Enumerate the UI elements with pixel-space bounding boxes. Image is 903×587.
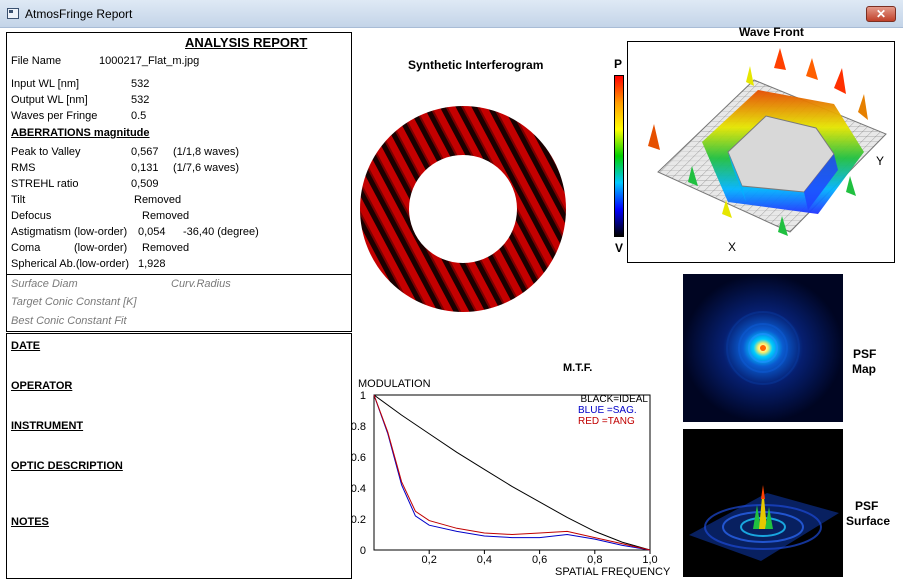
strehl-value: 0,509 [131,178,159,190]
spherical-value: 1,928 [138,258,166,270]
legend-tang: RED =TANG [578,416,635,427]
rms-value: 0,131 [131,162,159,174]
app-icon [7,8,19,19]
analysis-report-panel: ANALYSIS REPORT File Name 1000217_Flat_m… [6,32,352,332]
waves-per-fringe-value: 0.5 [131,110,147,122]
psf-surface-image [683,429,843,577]
rms-label: RMS [11,162,36,174]
notes-panel: DATE OPERATOR INSTRUMENT OPTIC DESCRIPTI… [6,333,352,579]
mtf-y-tick-label: 0.2 [351,514,366,526]
window-title: AtmosFringe Report [25,7,133,21]
mtf-y-tick-label: 0 [360,545,366,557]
mtf-y-tick-label: 1 [360,390,366,402]
close-button[interactable]: ✕ [866,6,896,22]
file-name-value: 1000217_Flat_m.jpg [99,55,200,67]
title-bar: AtmosFringe Report ✕ [0,0,903,28]
strehl-label: STREHL ratio [11,178,79,190]
wavefront-plot: X Y [627,41,895,263]
psf-map-label-1: PSF [853,347,877,361]
tilt-value: Removed [134,194,182,206]
legend-sag: BLUE =SAG. [578,405,637,416]
mtf-x-tick-label: 0,4 [477,554,492,566]
curv-radius-label: Curv.Radius [171,278,231,290]
astigmatism-label: Astigmatism (low-order) [11,226,128,238]
mtf-x-tick-label: 0,8 [587,554,602,566]
file-name-label: File Name [11,55,62,67]
wavefront-y-label: Y [876,154,885,168]
legend-ideal: BLACK=IDEAL [580,394,648,405]
spherical-label: Spherical Ab.(low-order) [11,258,129,270]
input-wl-value: 532 [131,78,150,90]
mtf-x-tick-label: 0,6 [532,554,547,566]
waves-per-fringe-label: Waves per Fringe [11,110,98,122]
mtf-series-sag [373,394,651,551]
mtf-chart: 0 0.2 0.4 0.6 0.8 1 0,2 0,4 0,6 0,8 1,0 BLACK=IDE… [351,390,658,566]
colorbar-top-label: P [614,57,623,71]
wavefront-colorbar [614,75,624,237]
psf-surface-label-2: Surface [846,514,891,528]
notes-label: NOTES [11,516,49,528]
optic-description-label: OPTIC DESCRIPTION [11,460,123,472]
ptv-value: 0,567 [131,146,159,158]
rms-waves: (1/7,6 waves) [173,162,240,174]
operator-label: OPERATOR [11,380,73,392]
interferogram-title: Synthetic Interferogram [408,58,544,72]
mtf-ylabel: MODULATION [358,378,431,390]
input-wl-label: Input WL [nm] [11,78,80,90]
tilt-label: Tilt [11,194,26,206]
defocus-value: Removed [142,210,190,222]
astigmatism-value: 0,054 [138,226,166,238]
output-wl-label: Output WL [nm] [11,94,88,106]
psf-map-label-2: Map [852,362,876,376]
colorbar-bottom-label: V [615,241,624,255]
psf-surface-label-1: PSF [855,499,879,513]
surface-diam-label: Surface Diam [11,278,78,290]
mtf-title: M.T.F. [563,362,593,374]
defocus-label: Defocus [11,210,52,222]
best-conic-label: Best Conic Constant Fit [11,315,127,327]
astigmatism-angle: -36,40 (degree) [183,226,259,238]
wavefront-x-label: X [728,240,737,254]
mtf-y-tick-label: 0.4 [351,483,366,495]
instrument-label: INSTRUMENT [11,420,84,432]
mtf-y-tick-label: 0.8 [351,421,366,433]
psf-map-image [683,274,843,422]
mtf-xlabel: SPATIAL FREQUENCY [555,566,671,578]
target-conic-label: Target Conic Constant [K] [11,296,137,308]
aberrations-header: ABERRATIONS magnitude [11,127,150,139]
mtf-x-tick-label: 0,2 [422,554,437,566]
mtf-series-ideal [373,394,651,551]
ptv-waves: (1/1,8 waves) [173,146,240,158]
ptv-label: Peak to Valley [11,146,81,158]
report-divider [7,274,351,275]
date-label: DATE [11,340,41,352]
wavefront-title: Wave Front [739,25,804,39]
coma-order: (low-order) [74,242,128,254]
wavefront-surface [648,48,887,236]
coma-value: Removed [142,242,190,254]
mtf-series-tang [373,394,651,551]
interferogram-image [360,106,566,312]
report-title: ANALYSIS REPORT [185,35,308,50]
output-wl-value: 532 [131,94,150,106]
mtf-plot-area [373,394,651,551]
mtf-y-tick-label: 0.6 [351,452,366,464]
mtf-x-tick-label: 1,0 [642,554,657,566]
report-window: ANALYSIS REPORT File Name 1000217_Flat_m… [0,25,903,587]
coma-label: Coma [11,242,41,254]
